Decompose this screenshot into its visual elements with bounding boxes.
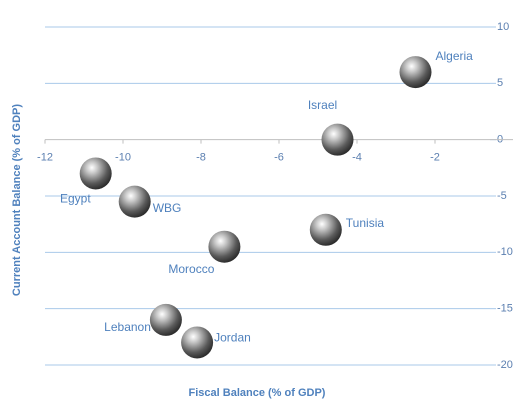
x-tick-label: -10 (115, 152, 131, 164)
y-axis-title: Current Account Balance (% of GDP) (11, 104, 23, 296)
point (208, 230, 241, 263)
point-label: Egypt (60, 192, 91, 206)
x-tick-label: -4 (352, 152, 362, 164)
point (118, 185, 151, 218)
point (149, 303, 182, 336)
x-tick-label: -8 (196, 152, 206, 164)
x-tick-label: -2 (430, 152, 440, 164)
point-label: Lebanon (104, 320, 151, 334)
y-tick-label: -20 (497, 359, 513, 371)
x-tick-label: -12 (37, 152, 53, 164)
point-label: Tunisia (346, 216, 385, 230)
x-axis-title: Fiscal Balance (% of GDP) (189, 387, 326, 399)
point-label: Jordan (214, 331, 251, 345)
point-label: WBG (153, 201, 182, 215)
y-tick-label: 10 (497, 21, 509, 33)
point (399, 56, 432, 89)
point-label: Morocco (168, 262, 214, 276)
y-tick-label: -15 (497, 303, 513, 315)
point (79, 157, 112, 190)
point (309, 213, 342, 246)
point (321, 123, 354, 156)
point (181, 326, 214, 359)
point-label: Israel (308, 98, 337, 112)
y-tick-label: -10 (497, 246, 513, 258)
y-tick-label: 5 (497, 77, 503, 89)
y-tick-label: -5 (497, 190, 507, 202)
point-label: Algeria (436, 49, 474, 63)
x-tick-label: -6 (274, 152, 284, 164)
